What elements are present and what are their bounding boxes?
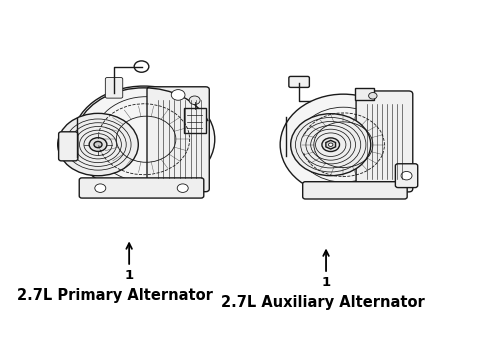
Circle shape xyxy=(177,184,188,192)
Circle shape xyxy=(172,90,185,100)
FancyBboxPatch shape xyxy=(395,164,417,188)
Circle shape xyxy=(189,96,200,104)
Circle shape xyxy=(58,113,138,176)
Circle shape xyxy=(401,171,412,180)
Circle shape xyxy=(94,141,102,148)
FancyBboxPatch shape xyxy=(303,182,407,199)
FancyBboxPatch shape xyxy=(105,77,122,98)
Circle shape xyxy=(95,184,106,192)
Ellipse shape xyxy=(73,86,215,192)
FancyBboxPatch shape xyxy=(184,108,206,133)
Text: 2.7L Auxiliary Alternator: 2.7L Auxiliary Alternator xyxy=(220,295,424,310)
Circle shape xyxy=(328,143,333,147)
FancyBboxPatch shape xyxy=(355,88,374,100)
Polygon shape xyxy=(326,140,336,149)
Circle shape xyxy=(291,114,371,176)
Circle shape xyxy=(89,138,107,152)
Text: 1: 1 xyxy=(124,269,134,282)
Circle shape xyxy=(134,61,149,72)
FancyBboxPatch shape xyxy=(147,87,209,192)
Text: 1: 1 xyxy=(321,276,331,289)
Ellipse shape xyxy=(280,94,407,195)
FancyBboxPatch shape xyxy=(59,132,78,161)
Text: 2.7L Primary Alternator: 2.7L Primary Alternator xyxy=(18,288,213,303)
Circle shape xyxy=(368,93,377,99)
FancyBboxPatch shape xyxy=(289,76,309,87)
FancyBboxPatch shape xyxy=(356,91,413,192)
Circle shape xyxy=(322,138,340,152)
FancyBboxPatch shape xyxy=(79,178,204,198)
